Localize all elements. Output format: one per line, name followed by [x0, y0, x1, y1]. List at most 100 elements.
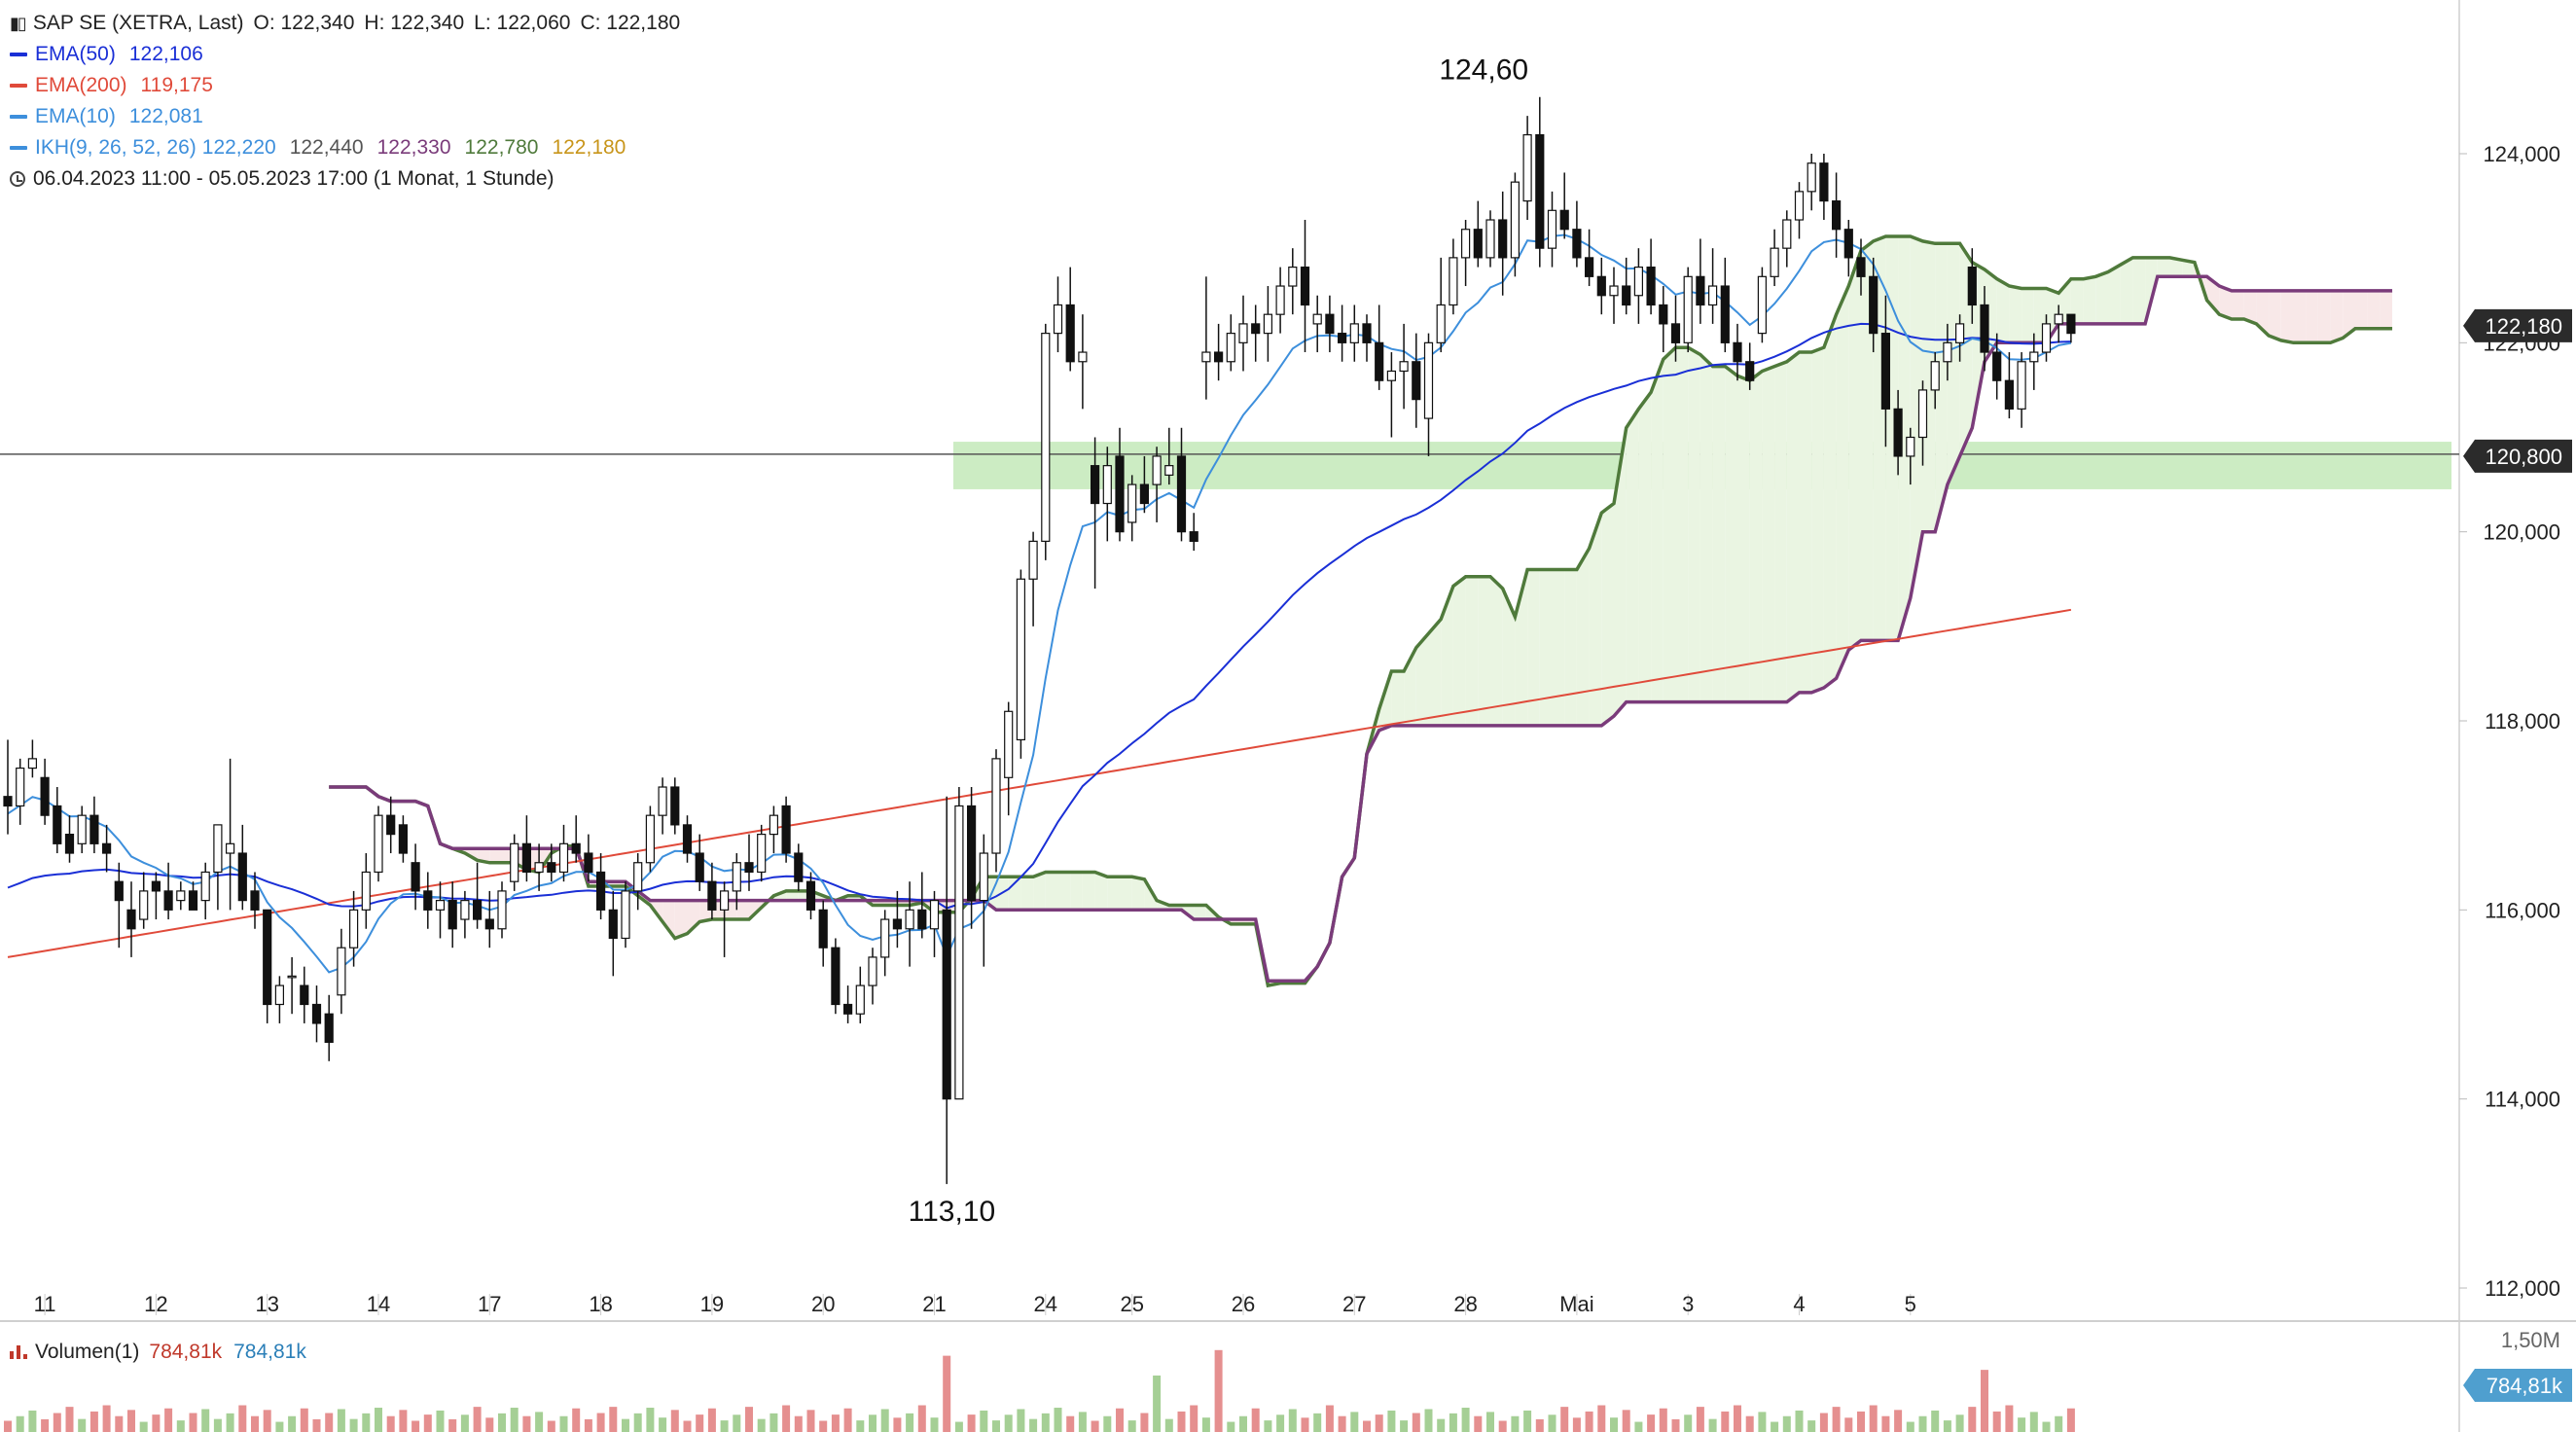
cloud-fill [2330, 290, 2343, 343]
x-tick-label: 14 [367, 1292, 390, 1316]
candle [979, 834, 988, 967]
candle [151, 872, 161, 920]
candle-body [1807, 162, 1816, 193]
volume-bar [1029, 1418, 1038, 1432]
candle [287, 956, 297, 1015]
candle-body [1152, 455, 1162, 485]
volume-bar [559, 1415, 568, 1432]
volume-bar [1288, 1409, 1297, 1432]
candle-body [521, 842, 532, 874]
x-tick-label: 25 [1120, 1292, 1143, 1316]
volume-bar [880, 1409, 889, 1432]
candle-body [40, 776, 50, 816]
candle [769, 806, 779, 854]
candle-body [534, 862, 544, 874]
volume-bar [794, 1415, 803, 1432]
volume-legend[interactable]: Volumen(1) 784,81k 784,81k [10, 1341, 306, 1364]
candle [695, 834, 704, 891]
candle [1139, 455, 1150, 514]
candle [1646, 238, 1656, 315]
candle-body [1943, 341, 1952, 363]
volume-bar [1992, 1411, 2001, 1432]
candle-body [1757, 275, 1768, 335]
legend-ema200[interactable]: EMA(200) 119,175 [10, 70, 680, 101]
candle [1843, 220, 1853, 277]
candle-body [497, 890, 507, 930]
volume-bar [1461, 1408, 1470, 1432]
volume-bar [670, 1410, 679, 1432]
candle [534, 843, 544, 891]
cloud-fill [1836, 286, 1849, 679]
candle-body [1337, 333, 1347, 343]
candle-body [510, 842, 519, 882]
candle-body [1213, 351, 1224, 363]
candle-body [324, 1013, 334, 1043]
cloud-fill [1749, 371, 1763, 702]
volume-bar [226, 1413, 234, 1432]
candle [1449, 238, 1458, 315]
volume-bar [782, 1405, 791, 1432]
candle [892, 890, 903, 949]
volume-bar [1832, 1407, 1841, 1432]
candle [719, 881, 730, 957]
cloud-fill [1996, 278, 2010, 343]
candle-body [658, 786, 667, 816]
candle [1930, 352, 1940, 410]
candle [2004, 352, 2014, 419]
candle [1349, 304, 1359, 362]
ema10-swatch [10, 115, 27, 119]
volume-bar [943, 1355, 951, 1432]
ema50-label: EMA(50) [35, 43, 116, 65]
candle [805, 872, 816, 920]
candle [2041, 314, 2052, 362]
legend-ema50[interactable]: EMA(50) 122,106 [10, 39, 680, 70]
symbol-name[interactable]: SAP SE (XETRA, Last) [32, 12, 244, 34]
candle [1733, 323, 1742, 381]
volume-bar [1338, 1415, 1346, 1432]
candle-body [744, 862, 754, 874]
volume-bar [1325, 1405, 1334, 1432]
candle [818, 900, 828, 967]
volume-bar [1869, 1405, 1878, 1432]
cloud-fill [2355, 290, 2368, 329]
volume-value-1: 784,81k [149, 1341, 223, 1363]
volume-bar [930, 1417, 939, 1432]
candle [584, 834, 593, 882]
volume-bar [2066, 1408, 2075, 1432]
candle-body [1906, 436, 1915, 457]
candle [1275, 267, 1285, 334]
candle-body [3, 796, 13, 807]
candle [1127, 475, 1137, 542]
candle [1152, 447, 1162, 522]
legend-ema10[interactable]: EMA(10) 122,081 [10, 101, 680, 132]
volume-bar [4, 1420, 12, 1432]
volume-bar [337, 1409, 345, 1432]
cloud-fill [1070, 872, 1083, 911]
candle [386, 796, 396, 854]
cloud-fill [1675, 347, 1689, 702]
volume-bar [436, 1410, 445, 1432]
volume-bar [460, 1414, 469, 1432]
ema50-line [7, 322, 2071, 910]
volume-bar [1634, 1421, 1643, 1432]
candle [1696, 238, 1705, 324]
candle-body [1189, 531, 1199, 542]
cloud-fill [2306, 290, 2318, 343]
cloud-fill [1774, 361, 1787, 702]
candle-body [905, 909, 914, 930]
cloud-fill [2132, 257, 2146, 324]
candle [1423, 333, 1434, 456]
cloud-fill [736, 900, 749, 920]
volume-bar [102, 1405, 111, 1432]
candle [213, 824, 223, 911]
last-price-tag-bg [2463, 308, 2572, 342]
legend-ichimoku[interactable]: IKH(9, 26, 52, 26) 122,220 122,440 122,3… [10, 132, 680, 163]
candle [1473, 200, 1483, 268]
cloud-fill [1725, 366, 1737, 702]
candle [1572, 200, 1582, 268]
low-value: L: 122,060 [474, 12, 571, 34]
cloud-fill [2182, 260, 2195, 277]
volume-tag: 784,81k [2487, 1374, 2563, 1398]
cloud-fill [2317, 290, 2331, 343]
cloud-fill [2379, 290, 2393, 329]
